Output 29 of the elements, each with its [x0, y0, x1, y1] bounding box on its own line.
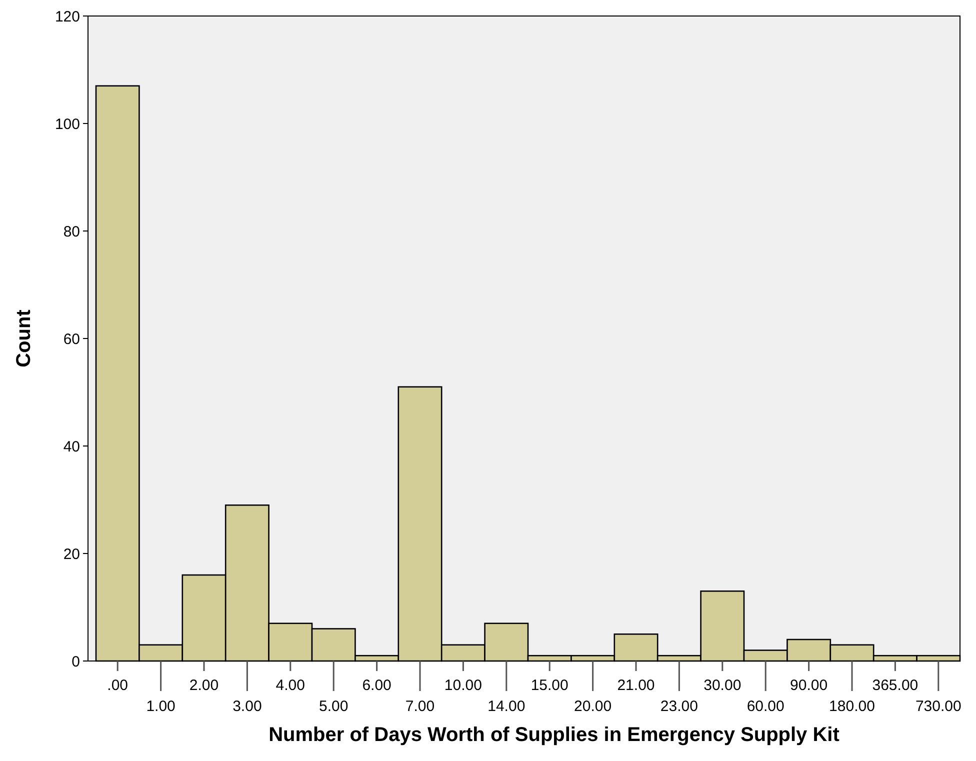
y-tick-label: 60 — [63, 330, 80, 348]
x-tick-label: 14.00 — [488, 698, 526, 715]
x-tick-label: 1.00 — [146, 698, 176, 715]
x-axis-title: Number of Days Worth of Supplies in Emergency Supply Kit — [268, 724, 840, 746]
x-tick-label: 3.00 — [232, 698, 262, 715]
x-tick-label: 23.00 — [660, 698, 698, 715]
y-tick-label: 40 — [63, 438, 80, 456]
x-tick-label: 10.00 — [444, 677, 482, 694]
x-tick-label: 15.00 — [530, 677, 568, 694]
y-tick-label: 20 — [63, 546, 80, 563]
x-tick-label: 4.00 — [276, 677, 305, 694]
y-tick-label: 0 — [72, 653, 80, 670]
y-tick-label: 100 — [54, 116, 80, 133]
x-tick-label: 5.00 — [319, 698, 348, 715]
x-tick-label: 180.00 — [829, 698, 875, 715]
x-tick-label: 21.00 — [617, 677, 655, 694]
x-tick-label: 30.00 — [704, 677, 742, 694]
x-tick-label: .00 — [107, 677, 128, 694]
y-tick-label: 120 — [54, 8, 80, 26]
x-tick-label: 6.00 — [362, 677, 392, 694]
x-tick-label: 2.00 — [189, 677, 219, 694]
x-tick-label: 90.00 — [790, 677, 828, 694]
x-tick-label: 20.00 — [574, 698, 612, 715]
x-tick-label: 365.00 — [872, 677, 918, 694]
y-axis-title: Count — [13, 309, 35, 368]
y-tick-label: 80 — [63, 223, 80, 240]
x-tick-label: 7.00 — [405, 698, 435, 715]
x-tick-label: 730.00 — [915, 698, 962, 715]
x-tick-label: 60.00 — [746, 698, 784, 715]
